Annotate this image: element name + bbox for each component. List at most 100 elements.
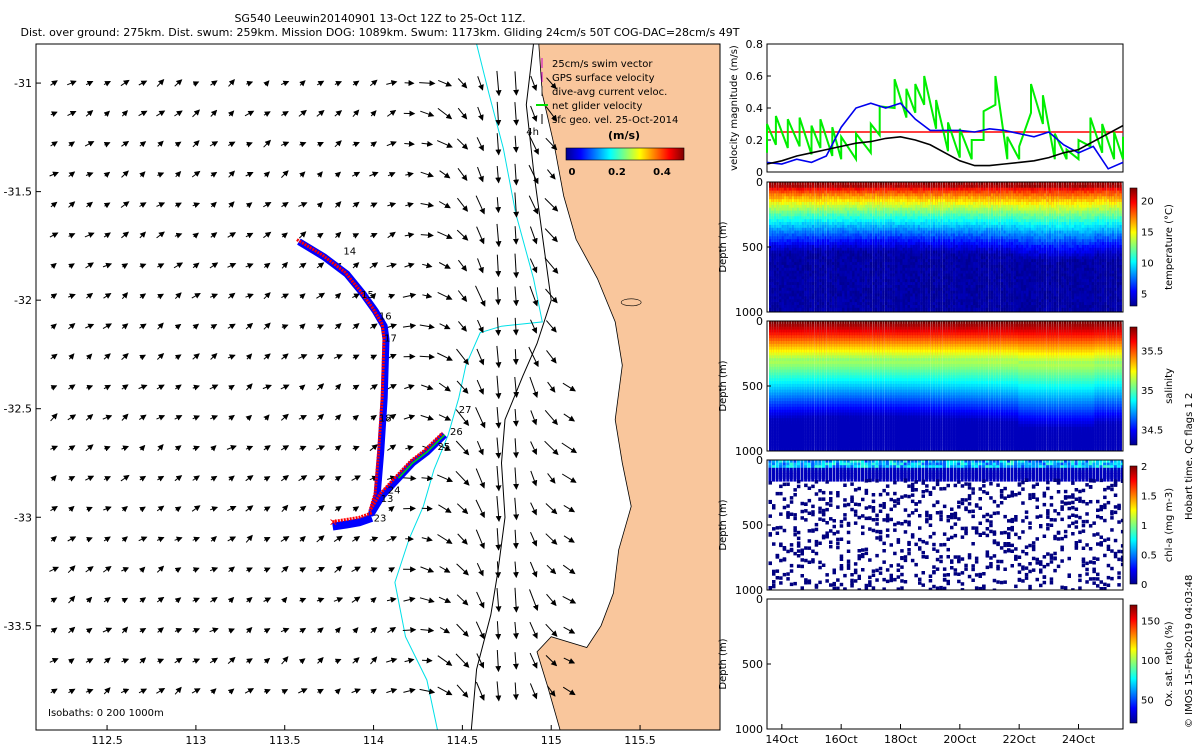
geostrophic-vector: [513, 71, 520, 96]
geostrophic-vector: [333, 535, 343, 543]
geostrophic-vector: [512, 408, 519, 427]
geostrophic-vector: [438, 382, 451, 392]
geostrophic-vector: [210, 293, 219, 300]
geostrophic-vector: [228, 628, 235, 634]
geostrophic-vector: [420, 110, 435, 117]
geostrophic-vector: [351, 171, 361, 178]
geostrophic-vector: [246, 627, 253, 634]
geostrophic-vector: [50, 413, 58, 422]
geostrophic-vector: [50, 201, 58, 208]
geostrophic-vector: [228, 170, 235, 178]
geostrophic-vector: [263, 657, 271, 665]
section-sample: [907, 307, 910, 312]
section-sample: [869, 305, 872, 312]
geostrophic-vector: [512, 135, 519, 153]
geostrophic-vector: [227, 536, 237, 542]
section-sample: [832, 305, 835, 312]
section-sample: [874, 307, 878, 312]
geostrophic-vector: [68, 171, 76, 178]
geostrophic-vector: [50, 688, 58, 695]
section-sample: [895, 307, 898, 312]
geostrophic-vector: [529, 226, 538, 245]
geostrophic-vector: [513, 467, 520, 490]
geostrophic-vector: [192, 232, 199, 239]
geostrophic-vector: [192, 567, 200, 573]
section-sample: [973, 305, 976, 312]
geostrophic-vector: [530, 410, 538, 426]
section-sample: [879, 307, 883, 312]
legend-units: (m/s): [608, 129, 640, 142]
geostrophic-vector: [352, 262, 360, 269]
section-sample: [849, 307, 852, 312]
section-sample: [990, 305, 994, 312]
geostrophic-vector: [476, 348, 485, 366]
section-sample: [945, 305, 948, 312]
geostrophic-vector: [103, 566, 112, 573]
geostrophic-vector: [121, 231, 130, 239]
section-sample: [940, 307, 943, 312]
section-sample: [837, 305, 840, 312]
section-sample: [897, 305, 900, 312]
section-sample: [995, 307, 999, 312]
geostrophic-vector: [370, 414, 377, 421]
geostrophic-vector: [387, 231, 396, 239]
day-label: 13: [381, 494, 394, 505]
geostrophic-vector: [352, 414, 359, 421]
geostrophic-vector: [316, 262, 325, 269]
geostrophic-vector: [50, 536, 58, 543]
velocity-y-tick: 0.2: [746, 134, 764, 147]
geostrophic-vector: [299, 627, 307, 634]
geostrophic-vector: [157, 658, 165, 665]
geostrophic-vector: [192, 384, 200, 391]
geostrophic-vector: [495, 407, 502, 429]
geostrophic-vector: [334, 81, 343, 87]
geostrophic-vector: [139, 597, 147, 604]
geostrophic-vector: [103, 687, 111, 695]
section-sample: [844, 307, 847, 312]
section-sample: [988, 307, 991, 312]
geostrophic-vector: [421, 475, 434, 482]
section-sample: [877, 307, 880, 312]
geostrophic-vector: [85, 262, 94, 269]
rottnest-island: [620, 298, 642, 307]
section-sample: [789, 307, 792, 312]
geostrophic-vector: [68, 233, 76, 239]
geostrophic-vector: [495, 287, 502, 306]
geostrophic-vector: [156, 565, 165, 573]
geostrophic-vector: [421, 384, 434, 391]
geostrophic-vector: [351, 566, 361, 573]
geostrophic-vector: [174, 597, 182, 604]
geostrophic-vector: [370, 597, 377, 604]
geostrophic-vector: [103, 384, 112, 391]
section-sample: [864, 307, 867, 312]
section-sample: [779, 305, 782, 312]
geostrophic-vector: [530, 531, 538, 547]
section-sample: [995, 305, 999, 312]
section-sample: [940, 305, 943, 312]
geostrophic-vector: [174, 354, 182, 361]
geostrophic-vector: [120, 79, 130, 87]
geostrophic-vector: [246, 383, 253, 391]
section-sample: [887, 307, 890, 312]
geostrophic-vector: [544, 440, 559, 456]
geostrophic-vector: [420, 627, 435, 634]
section-sample: [799, 307, 802, 312]
section-sample: [774, 305, 777, 312]
geostrophic-vector: [298, 354, 308, 360]
geostrophic-vector: [495, 681, 502, 702]
geostrophic-vector: [528, 346, 539, 368]
geostrophic-vector: [422, 292, 433, 299]
geostrophic-vector: [192, 323, 200, 330]
geostrophic-vector: [530, 470, 538, 487]
geostrophic-vector: [419, 353, 435, 360]
geostrophic-vector: [437, 474, 454, 483]
section-sample: [985, 305, 988, 312]
section-sample: [917, 307, 920, 312]
geostrophic-vector: [386, 384, 397, 390]
geostrophic-vector: [121, 413, 129, 421]
geostrophic-vector: [529, 376, 539, 398]
section-sample: [917, 305, 920, 312]
geostrophic-vector: [317, 688, 324, 695]
geostrophic-vector: [477, 166, 484, 183]
